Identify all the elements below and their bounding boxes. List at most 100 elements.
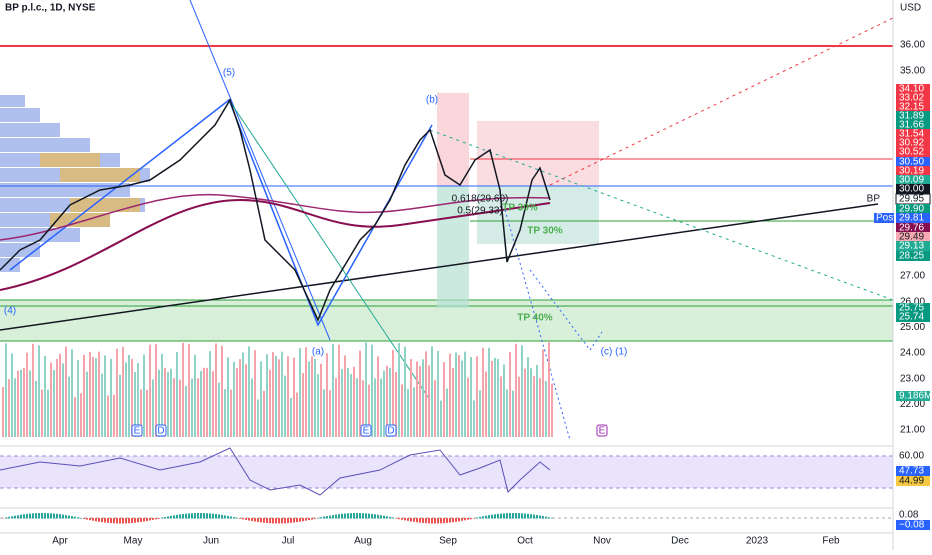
volume-bar — [515, 343, 517, 437]
volume-bar — [98, 351, 100, 437]
macd-bar — [200, 513, 202, 519]
volume-bar — [38, 345, 40, 437]
volume-bar — [467, 377, 469, 437]
volume-bar — [392, 349, 394, 437]
volume-bar — [443, 362, 445, 437]
volume-bar — [413, 387, 415, 437]
rsi-line — [0, 447, 551, 496]
volume-bar — [146, 389, 148, 437]
macd-bar — [452, 518, 454, 523]
macd-bar — [521, 513, 523, 519]
volume-bar — [179, 379, 181, 437]
volume-bar — [101, 373, 103, 437]
volume-bar — [512, 390, 514, 437]
macd-bar — [11, 516, 13, 519]
macd-bar — [230, 516, 232, 519]
target-box — [437, 186, 469, 308]
macd-bar — [326, 516, 328, 519]
volume-bar — [44, 355, 46, 437]
volume-bar — [506, 389, 508, 437]
macd-bar — [74, 516, 76, 519]
volume-bar — [458, 355, 460, 437]
price-tag-label: 34.10 — [899, 84, 924, 95]
price-tag — [896, 93, 930, 103]
volume-bar — [89, 351, 91, 437]
volume-bar — [311, 356, 313, 437]
event-marker — [155, 424, 167, 437]
short-box — [477, 121, 599, 186]
volume-bar — [476, 356, 478, 437]
macd-bar — [131, 518, 133, 524]
macd-bar — [173, 515, 175, 519]
volume-bar — [47, 389, 49, 437]
volume-bar — [119, 374, 121, 437]
indicator-label: 60.00 — [899, 451, 924, 462]
price-tag — [896, 223, 930, 233]
volume-bar — [389, 367, 391, 437]
macd-bar — [536, 515, 538, 519]
volume-bar — [332, 344, 334, 437]
axis-unit: USD — [900, 3, 921, 14]
price-tag-label: 30.00 — [899, 184, 924, 195]
symbol-label: BP — [867, 194, 881, 205]
price-tag-label: 29.13 — [899, 241, 924, 252]
price-tag-label: 28.25 — [899, 251, 924, 262]
volume-bar — [185, 385, 187, 437]
macd-bar — [128, 518, 130, 524]
macd-bar — [62, 514, 64, 519]
volume-bar — [356, 378, 358, 437]
annotation: (a) — [312, 347, 324, 358]
macd-bar — [500, 513, 502, 519]
macd-bar — [386, 516, 388, 519]
macd-bar — [479, 516, 481, 519]
macd-bar — [182, 514, 184, 519]
macd-bar — [89, 518, 91, 521]
macd-bar — [110, 518, 112, 524]
month-label: Apr — [52, 536, 68, 547]
volume-bar — [461, 360, 463, 437]
short-box — [437, 93, 469, 186]
macd-bar — [347, 513, 349, 519]
annotation: 0.618(29.60) — [452, 194, 509, 205]
macd-bar — [317, 517, 319, 519]
macd-bar — [413, 518, 415, 522]
trend-line — [0, 203, 879, 331]
volume-bar — [434, 380, 436, 437]
macd-bar — [206, 513, 208, 519]
macd-bar — [164, 517, 166, 519]
price-tag — [896, 166, 930, 176]
price-tag-label: 30.52 — [899, 147, 924, 158]
macd-bar — [152, 518, 154, 520]
volume-bar — [236, 368, 238, 437]
macd-bar — [518, 513, 520, 519]
macd-bar — [353, 513, 355, 519]
month-label: Sep — [439, 536, 457, 547]
macd-bar — [68, 515, 70, 519]
volume-bar — [314, 358, 316, 437]
volume-bar — [524, 368, 526, 437]
volume-bar — [485, 371, 487, 437]
macd-bar — [23, 514, 25, 519]
price-tag — [896, 213, 930, 223]
volume-bar — [293, 357, 295, 437]
volume-bar — [197, 378, 199, 437]
macd-bar — [80, 517, 82, 519]
volume-bar — [170, 368, 172, 437]
volume-bar — [104, 355, 106, 437]
volume-bar — [272, 352, 274, 437]
price-tag-label: 31.66 — [899, 120, 924, 131]
event-marker — [131, 424, 143, 437]
projection — [549, 17, 894, 186]
macd-bar — [380, 515, 382, 519]
macd-bar — [410, 518, 412, 522]
volume-bar — [374, 378, 376, 437]
macd-bar — [329, 515, 331, 519]
macd-bar — [122, 518, 124, 524]
price-tag — [896, 120, 930, 130]
price-tag — [896, 129, 930, 139]
volume-bar — [161, 353, 163, 437]
macd-histogram — [2, 513, 553, 524]
volume-bar — [368, 384, 370, 437]
price-label: 25.00 — [900, 322, 925, 333]
